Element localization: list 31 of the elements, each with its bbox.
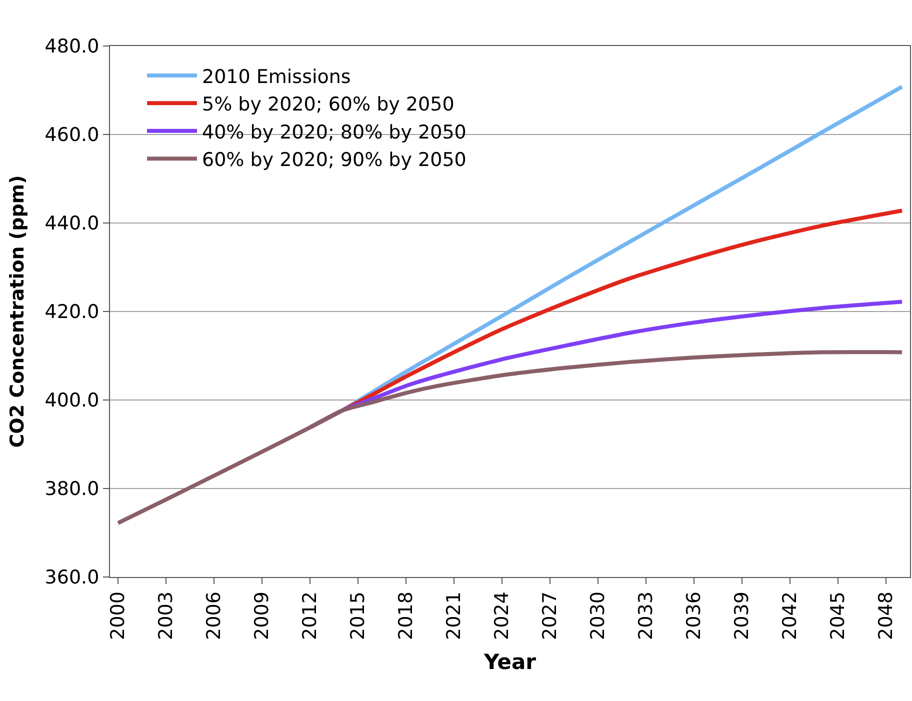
x-tick-label: 2039 — [731, 592, 754, 640]
legend-label: 40% by 2020; 80% by 2050 — [202, 121, 466, 144]
y-tick-label: 440.0 — [44, 212, 100, 235]
x-tick-label: 2033 — [635, 592, 658, 640]
x-axis-title: Year — [482, 650, 537, 674]
x-tick-label: 2018 — [395, 592, 418, 640]
y-tick-label: 480.0 — [44, 36, 100, 58]
y-tick-label: 460.0 — [44, 124, 100, 146]
y-tick-label: 400.0 — [44, 390, 100, 412]
x-tick-label: 2048 — [875, 592, 898, 640]
line-series — [116, 350, 904, 526]
x-tick-label: 2036 — [683, 592, 706, 640]
y-tick-label: 380.0 — [44, 478, 100, 500]
legend-label: 60% by 2020; 90% by 2050 — [202, 148, 466, 171]
x-tick-label: 2042 — [779, 592, 802, 640]
x-tick-label: 2000 — [107, 592, 130, 640]
x-tick-label: 2015 — [347, 592, 370, 640]
legend-label: 5% by 2020; 60% by 2050 — [202, 94, 454, 116]
x-tick-label: 2006 — [203, 592, 226, 640]
y-axis-title: CO2 Concentration (ppm) — [6, 175, 29, 448]
y-tick-label: 360.0 — [44, 566, 100, 589]
x-tick-label: 2012 — [299, 592, 322, 640]
y-tick-label: 420.0 — [44, 301, 100, 324]
x-tick-label: 2003 — [155, 592, 178, 640]
x-tick-label: 2009 — [251, 592, 274, 640]
x-tick-label: 2027 — [539, 592, 562, 640]
legend-label: 2010 Emissions — [202, 66, 351, 88]
x-tick-label: 2024 — [491, 592, 514, 640]
x-tick-label: 2045 — [827, 592, 850, 640]
x-tick-label: 2030 — [587, 592, 610, 640]
x-tick-label: 2021 — [443, 592, 466, 640]
